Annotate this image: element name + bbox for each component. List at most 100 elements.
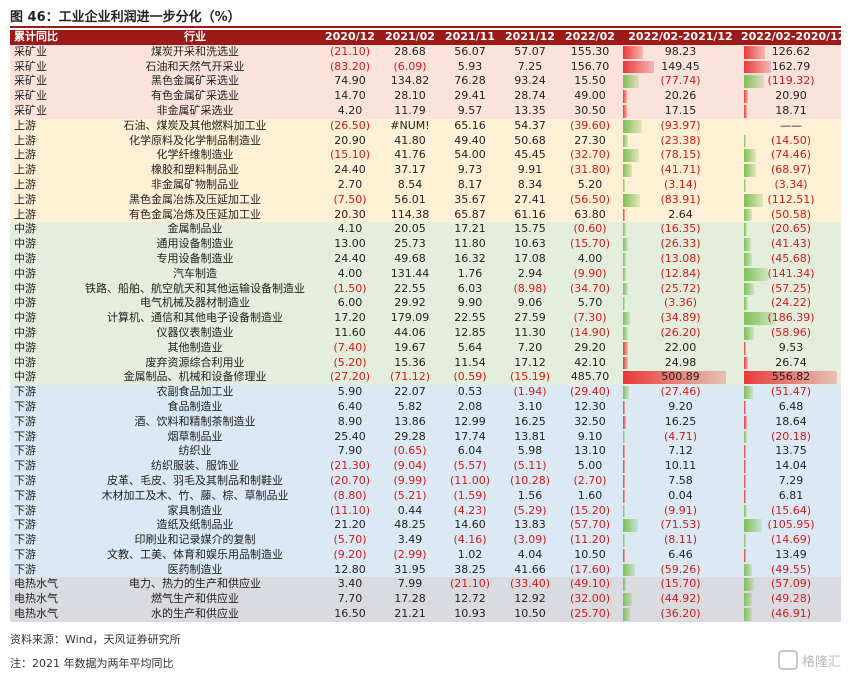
change-value: (45.68) (770, 251, 812, 265)
change-value: (36.20) (660, 607, 701, 621)
change-cell: (83.91) (620, 192, 741, 208)
value-cell: 6.40 (320, 399, 380, 415)
table-row: 采矿业 煤炭开采和洗选业 (21.10) 28.68 56.07 57.07 155.30 9… (10, 44, 841, 60)
change-value: (15.70) (660, 577, 701, 591)
change-value: 20.90 (775, 89, 807, 103)
value-cell: 61.16 (500, 207, 560, 223)
change-value: 17.15 (664, 103, 697, 117)
negative-bar (623, 578, 627, 592)
value-cell: 8.34 (500, 177, 560, 193)
table-row: 上游 非金属矿物制品业 2.70 8.54 8.17 8.34 5.20 (3.14) (3.3… (10, 177, 841, 193)
value-cell: 17.12 (500, 355, 560, 371)
header-row: 累计同比 行业 2020/12 2021/02 2021/11 2021/12 … (10, 30, 841, 45)
change-cell: (20.18) (741, 429, 841, 445)
value-cell: (3.09) (500, 533, 560, 548)
segment-cell: 下游 (10, 444, 70, 460)
industry-cell: 造纸及纸制品业 (70, 518, 320, 534)
change-cell: 26.74 (741, 355, 841, 371)
value-cell: 63.80 (560, 207, 620, 223)
value-cell: (4.23) (440, 503, 500, 519)
value-cell: 8.54 (380, 177, 440, 193)
value-cell: 25.73 (380, 237, 440, 252)
value-cell: 20.90 (320, 133, 380, 149)
change-cell: 126.62 (741, 44, 841, 60)
change-cell: (16.35) (620, 222, 741, 238)
change-cell: (49.28) (741, 592, 841, 608)
value-cell: 1.02 (440, 547, 500, 563)
table-row: 中游 金属制品、机械和设备修理业 (27.20) (71.12) (0.59) (15.1… (10, 370, 841, 386)
profit-table: 累计同比 行业 2020/12 2021/02 2021/11 2021/12 … (10, 30, 841, 622)
value-cell: 54.00 (440, 148, 500, 164)
positive-bar (744, 90, 748, 103)
change-value: (68.97) (770, 163, 812, 177)
industry-cell: 非金属矿物制品业 (70, 177, 320, 193)
industry-cell: 电气机械及器材制造业 (70, 296, 320, 312)
industry-cell: 水的生产和供应业 (70, 607, 320, 622)
negative-bar (623, 504, 626, 518)
change-cell: 6.81 (741, 488, 841, 504)
positive-bar (623, 548, 625, 562)
segment-cell: 中游 (10, 370, 70, 386)
value-cell: 5.64 (440, 340, 500, 356)
change-value: (51.47) (770, 385, 812, 399)
change-cell: (15.64) (741, 503, 841, 519)
change-value: (71.53) (660, 518, 701, 532)
value-cell: 8.90 (320, 414, 380, 430)
change-cell: 98.23 (620, 44, 741, 60)
value-cell: 114.38 (380, 207, 440, 223)
value-cell: 7.70 (320, 592, 380, 608)
value-cell: 49.00 (560, 89, 620, 104)
negative-bar (744, 149, 757, 163)
change-cell: (34.89) (620, 311, 741, 326)
change-value: 9.20 (668, 399, 693, 413)
value-cell: 15.36 (380, 355, 440, 371)
change-value: 149.45 (661, 59, 700, 73)
value-cell: 13.81 (500, 429, 560, 445)
value-cell: 13.86 (380, 414, 440, 430)
value-cell: 29.20 (560, 340, 620, 356)
change-cell: (93.97) (620, 118, 741, 134)
change-cell: (41.43) (741, 237, 841, 252)
value-cell: 17.20 (320, 311, 380, 326)
industry-cell: 医药制造业 (70, 562, 320, 578)
industry-cell: 有色金属矿采选业 (70, 89, 320, 104)
change-value: (3.34) (774, 177, 808, 191)
value-cell: 17.74 (440, 429, 500, 445)
value-cell: 17.28 (380, 592, 440, 608)
value-cell: 22.07 (380, 385, 440, 400)
segment-cell: 采矿业 (10, 44, 70, 60)
negative-bar (744, 593, 753, 607)
value-cell: 5.90 (320, 385, 380, 400)
table-row: 中游 计算机、通信和其他电子设备制造业 17.20 179.09 22.55 27.59(… (10, 311, 841, 326)
value-cell: (17.60) (560, 562, 620, 578)
table-row: 上游 石油、煤炭及其他燃料加工业 (26.50) #NUM! 65.16 54.37 (39… (10, 118, 841, 134)
change-value: —— (780, 118, 802, 132)
value-cell: 17.21 (440, 222, 500, 238)
change-value: 22.00 (664, 340, 697, 354)
segment-cell: 上游 (10, 207, 70, 223)
positive-bar (744, 445, 747, 459)
table-row: 下游 烟草制品业 25.40 29.28 17.74 13.81 9.10 (4.71) (20… (10, 429, 841, 445)
value-cell: (15.10) (320, 148, 380, 164)
value-cell: (21.10) (320, 44, 380, 60)
value-cell: (49.10) (560, 577, 620, 593)
industry-cell: 黑色金属矿采选业 (70, 74, 320, 90)
value-cell: (11.00) (440, 473, 500, 489)
segment-cell: 下游 (10, 473, 70, 489)
negative-bar (744, 297, 749, 311)
industry-cell: 其他制造业 (70, 340, 320, 356)
table-row: 下游 家具制造业 (11.10) 0.44 (4.23) (5.29) (15.20) (9.… (10, 503, 841, 519)
header-diff-2021-12: 2022/02-2021/12 (620, 30, 741, 45)
negative-bar (623, 267, 626, 281)
value-cell: 13.83 (500, 518, 560, 534)
value-cell: 27.59 (500, 311, 560, 326)
negative-bar (744, 326, 754, 340)
header-segment: 累计同比 (10, 30, 70, 45)
industry-cell: 烟草制品业 (70, 429, 320, 445)
value-cell: 93.24 (500, 74, 560, 90)
industry-cell: 农副食品加工业 (70, 385, 320, 400)
header-2021-11: 2021/11 (440, 30, 500, 45)
industry-cell: 印刷业和记录媒介的复制 (70, 533, 320, 548)
segment-cell: 上游 (10, 133, 70, 149)
change-cell: 7.12 (620, 444, 741, 460)
